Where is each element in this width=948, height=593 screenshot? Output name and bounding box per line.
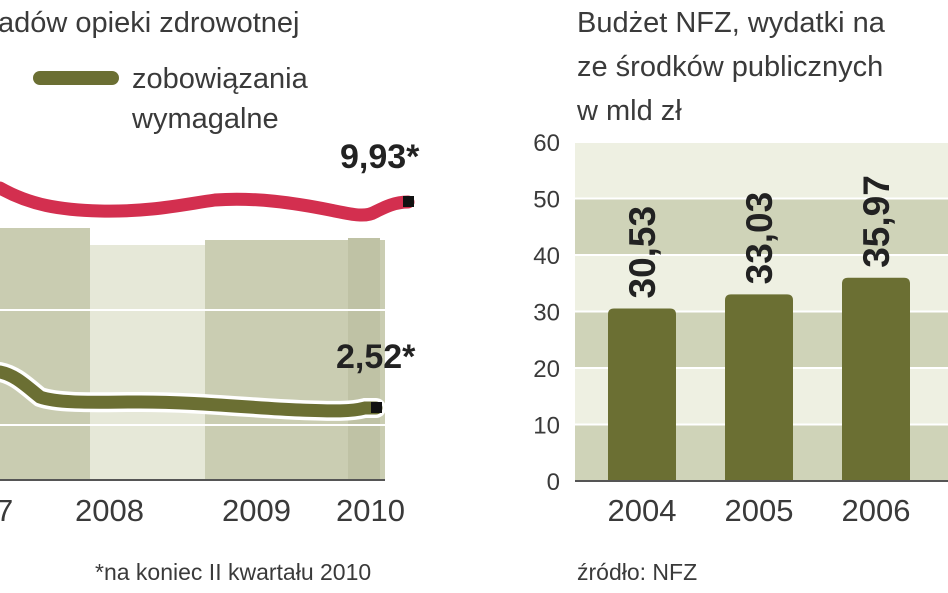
- series-end-marker-bottom: [371, 402, 382, 413]
- right-title-line1: Budżet NFZ, wydatki na: [577, 7, 886, 39]
- y-tick-label: 20: [533, 356, 560, 383]
- left-band-1: [0, 228, 90, 480]
- y-tick-label: 60: [533, 130, 560, 157]
- end-label-top: 9,93*: [340, 138, 420, 176]
- left-band-2: [90, 245, 210, 480]
- left-band-4: [348, 238, 380, 480]
- x-tick-label: 2006: [842, 493, 911, 528]
- series-line-top-stroke: [0, 181, 415, 222]
- bars: [608, 277, 910, 481]
- bar: [842, 277, 910, 481]
- x-label-2009: 2009: [222, 493, 291, 528]
- source-note: źródło: NFZ: [577, 559, 697, 585]
- x-label-2008: 2008: [75, 493, 144, 528]
- y-tick-label: 40: [533, 243, 560, 270]
- legend-label-line1: zobowiązania: [132, 63, 309, 95]
- series-line-bottom-stroke: [0, 365, 383, 418]
- y-axis-ticks: 0 10 20 30 40 50 60: [533, 130, 560, 496]
- left-title: adów opieki zdrowotnej: [0, 7, 299, 39]
- right-title-line3: w mld zł: [576, 95, 682, 127]
- y-tick-label: 50: [533, 187, 560, 214]
- x-tick-label: 2004: [608, 493, 677, 528]
- right-chart: Budżet NFZ, wydatki na ze środków public…: [533, 7, 948, 585]
- x-axis-ticks: 2004200520062: [608, 493, 911, 528]
- series-end-marker-top: [403, 196, 414, 207]
- bar-value-label: 30,53: [622, 206, 663, 299]
- bar-value-label: 33,03: [739, 192, 780, 285]
- plot-band: [575, 198, 948, 255]
- y-tick-label: 10: [533, 413, 560, 440]
- x-label-2007: 7: [0, 493, 13, 528]
- bar: [725, 294, 793, 481]
- plot-band: [575, 142, 948, 199]
- right-title-line2: ze środków publicznych: [577, 51, 883, 83]
- bar-value-label: 35,97: [856, 175, 897, 268]
- x-label-2010: 2010: [336, 493, 405, 528]
- y-tick-label: 0: [547, 469, 560, 496]
- bar: [608, 308, 676, 481]
- left-chart: 9,93* 2,52* adów opieki zdrowotnej zobow…: [0, 7, 420, 585]
- legend-label-line2: wymagalne: [131, 103, 279, 135]
- footnote: *na koniec II kwartału 2010: [95, 559, 371, 585]
- bar-value-labels: 30,53 33,03 35,97: [622, 175, 897, 298]
- x-tick-label: 2005: [725, 493, 794, 528]
- y-tick-label: 30: [533, 300, 560, 327]
- end-label-bottom: 2,52*: [336, 338, 416, 376]
